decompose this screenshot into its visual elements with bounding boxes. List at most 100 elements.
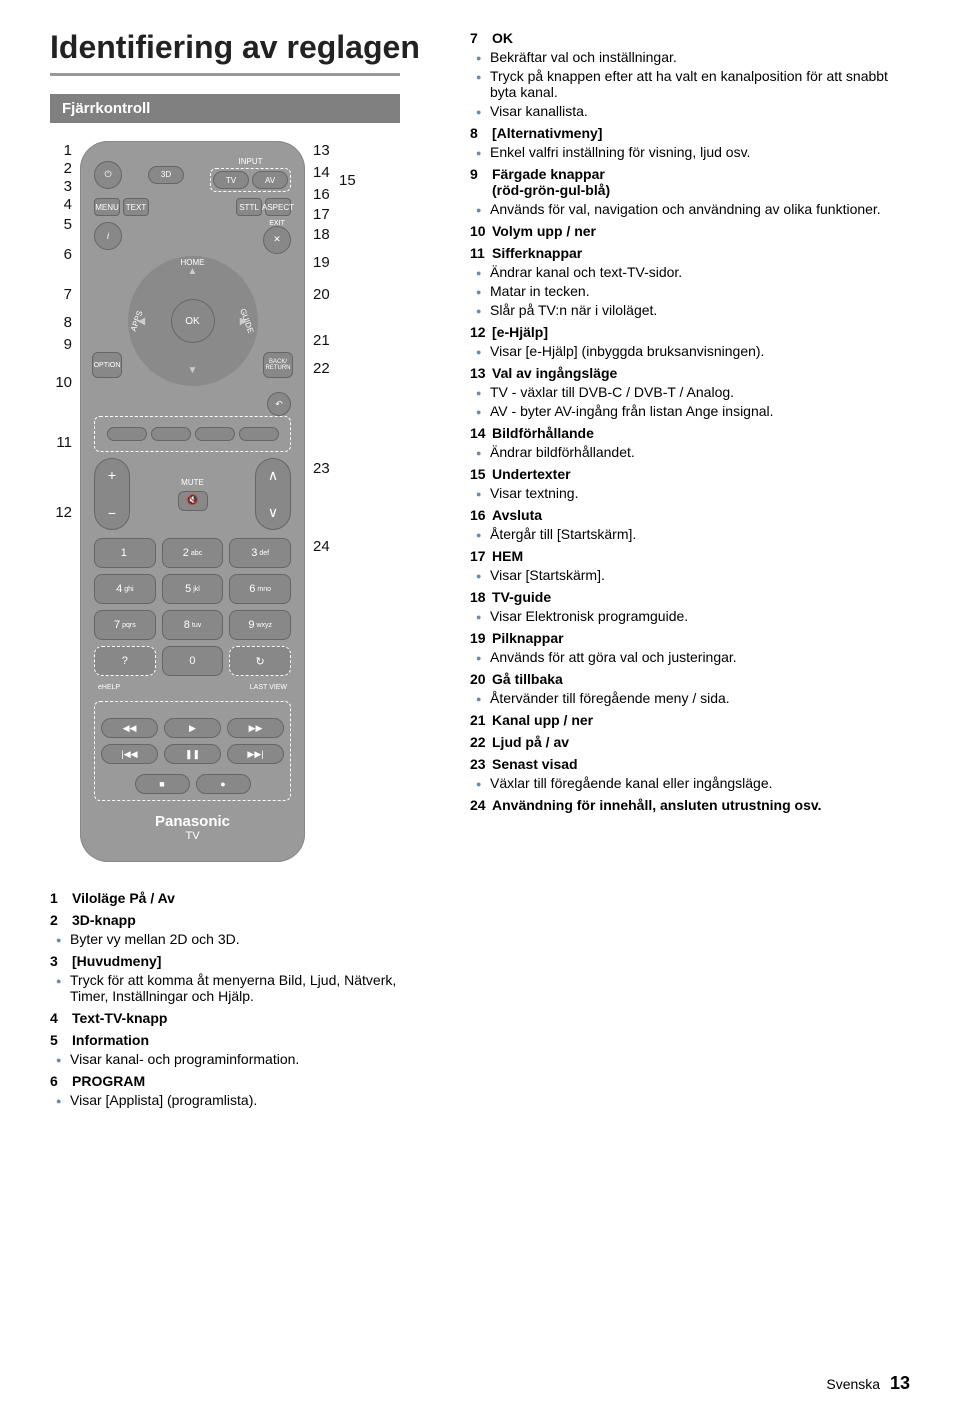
green-button[interactable] (151, 427, 191, 441)
vol-down-icon: − (108, 505, 116, 521)
volume-rocker[interactable]: + − (94, 458, 130, 530)
desc-head: 19 Pilknappar (470, 630, 910, 646)
desc-sub: Slår på TV:n när i viloläget. (470, 302, 910, 318)
desc-item-19: 19 PilknapparAnvänds för att göra val oc… (470, 630, 910, 665)
desc-item-13: 13 Val av ingångslägeTV - växlar till DV… (470, 365, 910, 419)
callout-9: 9 (50, 335, 72, 373)
desc-sub: Återvänder till föregående meny / sida. (470, 690, 910, 706)
arrow-right-icon[interactable]: ▶ (240, 316, 248, 327)
menu-button[interactable]: MENU (94, 198, 120, 216)
callout-1: 1 (50, 141, 72, 159)
desc-sub: Visar [e-Hjälp] (inbyggda bruksanvisning… (470, 343, 910, 359)
desc-head: 15 Undertexter (470, 466, 910, 482)
desc-item-10: 10 Volym upp / ner (470, 223, 910, 239)
ok-button[interactable]: OK (171, 299, 215, 343)
aspect-button[interactable]: ASPECT (265, 198, 291, 216)
key-2[interactable]: 2abc (162, 538, 224, 568)
text-button[interactable]: TEXT (123, 198, 149, 216)
desc-item-16: 16 Avsluta Återgår till [Startskärm]. (470, 507, 910, 542)
arrow-left-icon[interactable]: ◀ (138, 316, 146, 327)
key-7[interactable]: 7pqrs (94, 610, 156, 640)
info-button[interactable]: i (94, 222, 122, 250)
desc-sub: Visar kanal- och programinformation. (50, 1051, 430, 1067)
yellow-button[interactable] (195, 427, 235, 441)
record-button[interactable]: ● (196, 774, 251, 794)
callout-16: 16 (313, 185, 335, 205)
ch-up-icon: ∧ (268, 467, 278, 484)
vol-up-icon: + (108, 467, 116, 483)
key-1[interactable]: 1 (94, 538, 156, 568)
left-description-list: 1 Viloläge På / Av2 3D-knappByter vy mel… (50, 890, 430, 1108)
return-button[interactable]: ↶ (267, 392, 291, 416)
key-6[interactable]: 6mno (229, 574, 291, 604)
callout-right-numbers: 13 14 15 16 17 18 19 20 21 22 23 24 (313, 141, 335, 562)
exit-button[interactable]: ✕ (263, 226, 291, 254)
desc-head: 2 3D-knapp (50, 912, 430, 928)
callout-5: 5 (50, 215, 72, 245)
input-label: INPUT (210, 157, 291, 166)
input-group: TV AV (210, 168, 291, 192)
desc-head: 14 Bildförhållande (470, 425, 910, 441)
desc-item-21: 21 Kanal upp / ner (470, 712, 910, 728)
desc-sub: TV - växlar till DVB-C / DVB-T / Analog. (470, 384, 910, 400)
desc-item-24: 24 Användning för innehåll, ansluten utr… (470, 797, 910, 813)
callout-24: 24 (313, 537, 335, 562)
forward-button[interactable]: ▶▶ (227, 718, 284, 738)
desc-head: 24 Användning för innehåll, ansluten utr… (470, 797, 910, 813)
callout-21: 21 (313, 331, 335, 359)
callout-23: 23 (313, 459, 335, 537)
right-description-list: 7 OKBekräftar val och inställningar.Tryc… (470, 30, 910, 1114)
desc-inline: (röd-grön-gul-blå) (470, 182, 910, 198)
desc-head: 10 Volym upp / ner (470, 223, 910, 239)
desc-sub: Visar kanallista. (470, 103, 910, 119)
blue-button[interactable] (239, 427, 279, 441)
desc-head: 21 Kanal upp / ner (470, 712, 910, 728)
rewind-button[interactable]: ◀◀ (101, 718, 158, 738)
tv-button[interactable]: TV (213, 171, 249, 189)
power-button[interactable]: ⏻ (94, 161, 122, 189)
callout-7: 7 (50, 285, 72, 313)
nav-pad[interactable]: HOME APPS GUIDE ▲ ▼ ◀ ▶ OK (128, 256, 258, 386)
footer-page-number: 13 (890, 1373, 910, 1393)
callout-6: 6 (50, 245, 72, 285)
key-8[interactable]: 8tuv (162, 610, 224, 640)
play-button[interactable]: ▶ (164, 718, 221, 738)
help-button[interactable]: ? (94, 646, 156, 676)
desc-item-5: 5 Information Visar kanal- och programinf… (50, 1032, 430, 1067)
key-5[interactable]: 5jkl (162, 574, 224, 604)
option-button[interactable]: OPTION (92, 352, 122, 378)
stop-button[interactable]: ■ (135, 774, 190, 794)
desc-head: 16 Avsluta (470, 507, 910, 523)
exit-label: EXIT (263, 220, 291, 227)
number-keypad: 1 2abc 3def 4ghi 5jkl 6mno 7pqrs 8tuv 9w… (94, 538, 291, 676)
callout-12: 12 (50, 503, 72, 528)
key-3[interactable]: 3def (229, 538, 291, 568)
sttl-button[interactable]: STTL (236, 198, 262, 216)
callout-3: 3 (50, 177, 72, 195)
desc-head: 5 Information (50, 1032, 430, 1048)
next-button[interactable]: ▶▶| (227, 744, 284, 764)
arrow-up-icon[interactable]: ▲ (188, 266, 198, 277)
brand-sub-label: TV (94, 830, 291, 842)
key-0[interactable]: 0 (162, 646, 224, 676)
desc-head: 3 [Huvudmeny] (50, 953, 430, 969)
callout-4: 4 (50, 195, 72, 215)
desc-head: 20 Gå tillbaka (470, 671, 910, 687)
lastview-button[interactable]: ↻ (229, 646, 291, 676)
3d-button[interactable]: 3D (148, 166, 184, 184)
desc-head: 12 [e-Hjälp] (470, 324, 910, 340)
callout-13: 13 (313, 141, 335, 163)
channel-rocker[interactable]: ∧ ∨ (255, 458, 291, 530)
red-button[interactable] (107, 427, 147, 441)
av-button[interactable]: AV (252, 171, 288, 189)
callout-20: 20 (313, 285, 335, 331)
key-4[interactable]: 4ghi (94, 574, 156, 604)
key-9[interactable]: 9wxyz (229, 610, 291, 640)
pause-button[interactable]: ❚❚ (164, 744, 221, 764)
desc-sub: Återgår till [Startskärm]. (470, 526, 910, 542)
mute-button[interactable]: 🔇 (178, 491, 208, 511)
prev-button[interactable]: |◀◀ (101, 744, 158, 764)
back-button[interactable]: BACK/ RETURN (263, 352, 293, 378)
desc-sub: Tryck för att komma åt menyerna Bild, Lj… (50, 972, 430, 1004)
arrow-down-icon[interactable]: ▼ (188, 365, 198, 376)
